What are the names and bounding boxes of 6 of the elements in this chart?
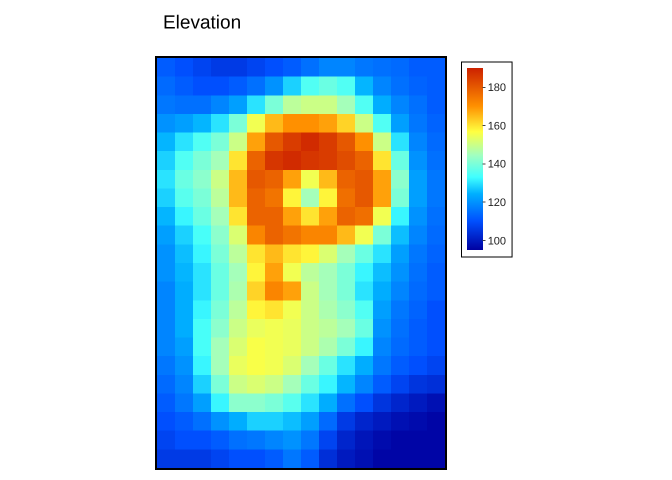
color-bar-label: 140: [488, 158, 506, 171]
color-bar-label: 180: [488, 82, 506, 94]
color-bar-label: 100: [488, 235, 506, 248]
color-bar-label: 120: [488, 197, 506, 210]
color-bar-label: 160: [488, 120, 506, 132]
chart-title: Elevation: [163, 12, 242, 34]
